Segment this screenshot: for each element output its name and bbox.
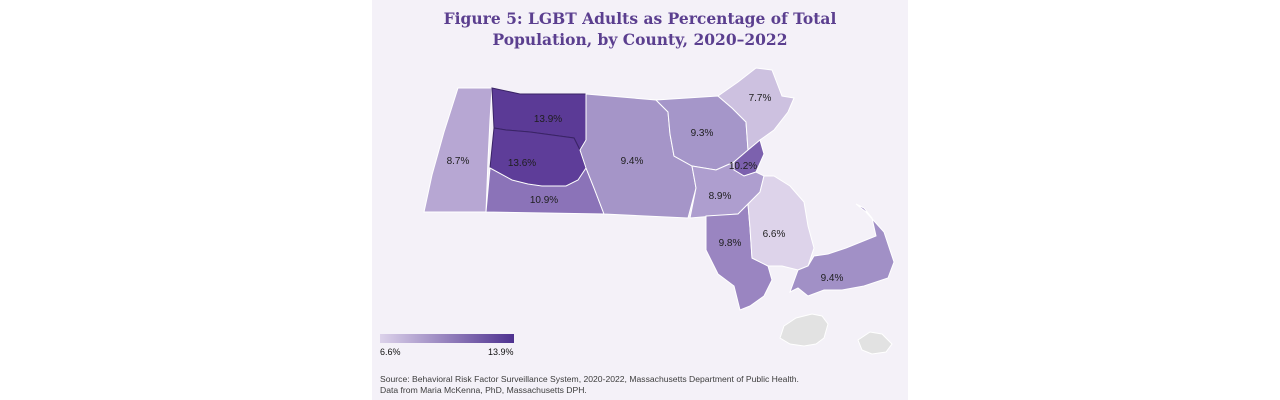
title-line-1: Figure 5: LGBT Adults as Percentage of T… [443, 9, 837, 28]
figure-title: Figure 5: LGBT Adults as Percentage of T… [372, 8, 908, 50]
label-barnstable: 9.4% [821, 273, 844, 284]
label-hampshire: 13.6% [508, 158, 536, 169]
label-suffolk: 10.2% [729, 161, 757, 172]
region-marthas-vineyard [779, 313, 829, 347]
label-plymouth: 6.6% [763, 229, 786, 240]
source-line-2: Data from Maria McKenna, PhD, Massachuse… [380, 385, 587, 395]
label-worcester: 9.4% [621, 156, 644, 167]
label-norfolk: 8.9% [709, 191, 732, 202]
label-hampden: 10.9% [530, 195, 558, 206]
source-note: Source: Behavioral Risk Factor Surveilla… [380, 374, 900, 396]
label-franklin: 13.9% [534, 114, 562, 125]
region-hampden [485, 166, 605, 215]
label-berkshire: 8.7% [447, 156, 470, 167]
region-barnstable [789, 203, 895, 297]
region-nantucket [857, 331, 893, 355]
figure-panel: Figure 5: LGBT Adults as Percentage of T… [372, 0, 908, 400]
label-bristol: 9.8% [719, 238, 742, 249]
title-line-2: Population, by County, 2020–2022 [492, 30, 788, 49]
region-essex [717, 67, 795, 152]
massachusetts-county-map: 8.7% 13.9% 13.6% 10.9% 9.4% 9.3% 7.7% 10… [423, 67, 895, 355]
label-middlesex: 9.3% [691, 128, 714, 139]
legend-max-label: 13.9% [488, 347, 514, 357]
legend-min-label: 6.6% [380, 347, 401, 357]
region-plymouth [747, 175, 815, 271]
label-essex: 7.7% [749, 93, 772, 104]
legend-gradient-bar [380, 334, 514, 343]
source-line-1: Source: Behavioral Risk Factor Surveilla… [380, 374, 799, 384]
region-berkshire [423, 87, 493, 213]
